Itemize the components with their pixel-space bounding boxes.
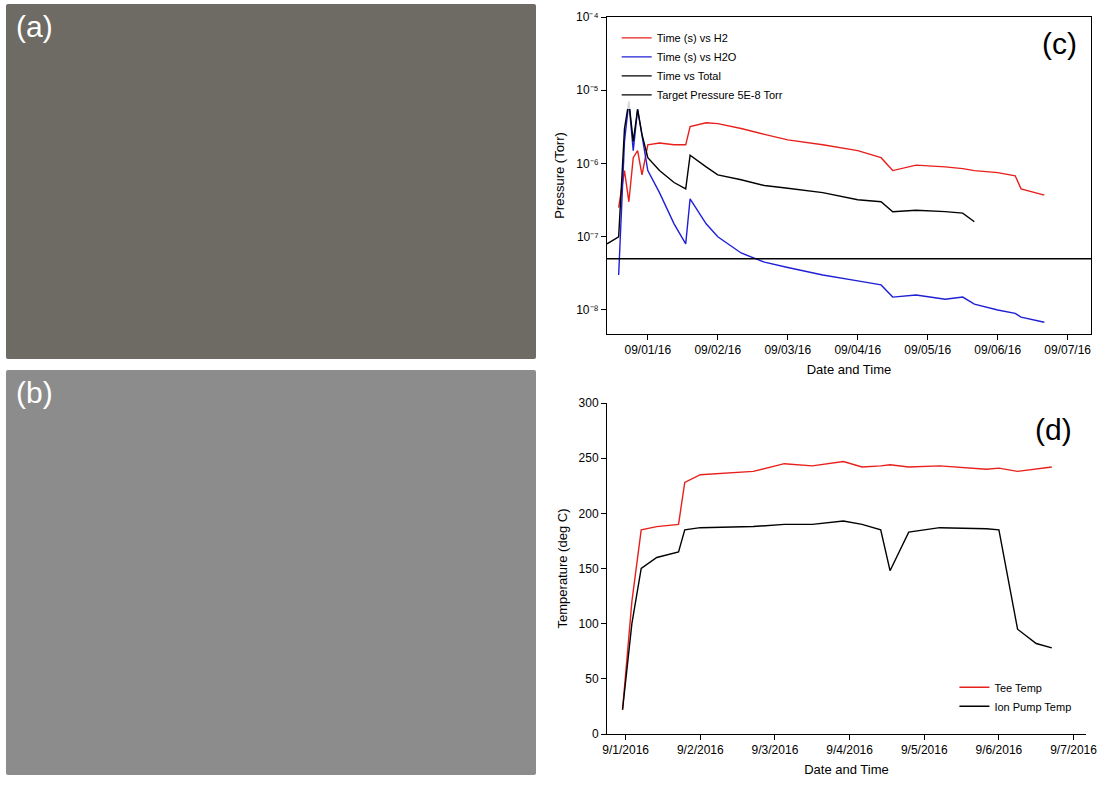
svg-text:9/7/2016: 9/7/2016 [1050,743,1097,757]
svg-text:Target Pressure 5E-8 Torr: Target Pressure 5E-8 Torr [657,89,783,101]
svg-text:09/02/16: 09/02/16 [694,343,741,357]
svg-text:250: 250 [579,451,599,465]
html-text:(a): (a) [16,10,53,43]
svg-text:9/5/2016: 9/5/2016 [901,743,948,757]
svg-text:9/2/2016: 9/2/2016 [677,743,724,757]
svg-text:10⁻⁸: 10⁻⁸ [576,303,598,317]
svg-text:09/01/16: 09/01/16 [624,343,671,357]
svg-text:0: 0 [592,727,599,741]
svg-text:9/1/2016: 9/1/2016 [602,743,649,757]
svg-text:9/4/2016: 9/4/2016 [826,743,873,757]
svg-text:Time (s) vs H2: Time (s) vs H2 [657,32,728,44]
svg-text:09/04/16: 09/04/16 [834,343,881,357]
svg-text:09/03/16: 09/03/16 [764,343,811,357]
svg-text:300: 300 [579,396,599,410]
svg-text:10⁻⁶: 10⁻⁶ [576,157,598,171]
svg-text:150: 150 [579,562,599,576]
svg-text:200: 200 [579,507,599,521]
svg-text:09/06/16: 09/06/16 [974,343,1021,357]
svg-text:50: 50 [585,672,599,686]
svg-text:10⁻⁴: 10⁻⁴ [576,10,599,24]
svg-text:9/6/2016: 9/6/2016 [976,743,1023,757]
html-text:(b): (b) [16,376,53,409]
svg-text:09/05/16: 09/05/16 [904,343,951,357]
svg-text:Time vs Total: Time vs Total [657,70,721,82]
svg-text:9/3/2016: 9/3/2016 [752,743,799,757]
svg-text:Ion Pump Temp: Ion Pump Temp [994,701,1071,713]
svg-text:Pressure (Torr): Pressure (Torr) [552,132,567,219]
svg-text:Tee Temp: Tee Temp [994,682,1042,694]
svg-text:09/07/16: 09/07/16 [1044,343,1091,357]
svg-text:100: 100 [579,617,599,631]
svg-text:(c): (c) [1042,27,1077,60]
svg-text:10⁻⁵: 10⁻⁵ [576,83,598,97]
svg-text:(d): (d) [1035,413,1072,446]
svg-text:Date and Time: Date and Time [804,762,889,777]
svg-text:Temperature (deg C): Temperature (deg C) [555,509,570,629]
svg-text:Date and Time: Date and Time [807,362,892,377]
svg-text:10⁻⁷: 10⁻⁷ [577,230,599,244]
svg-text:Time (s) vs H2O: Time (s) vs H2O [657,51,737,63]
